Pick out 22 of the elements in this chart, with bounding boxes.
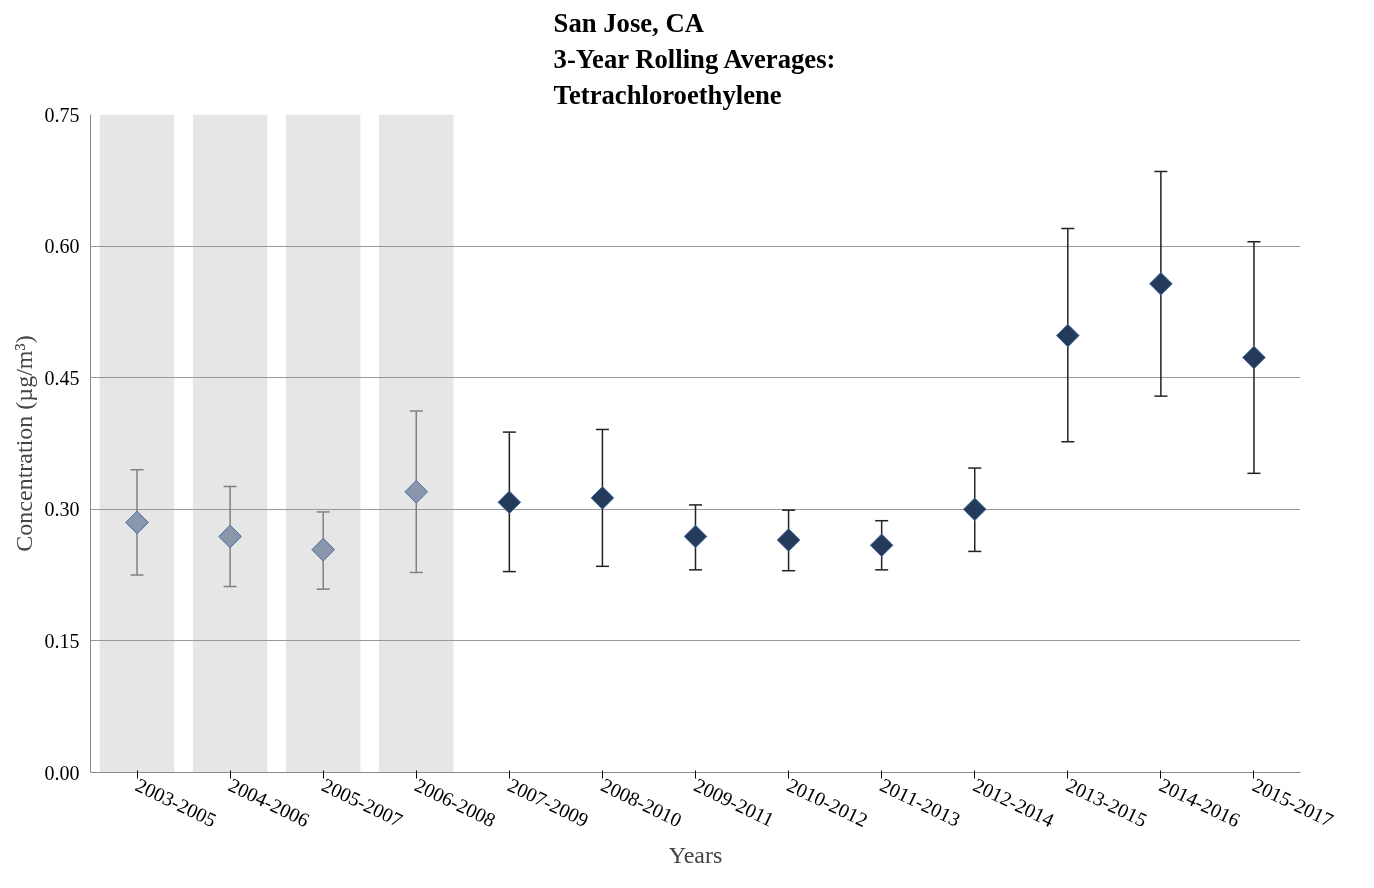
y-tick-label: 0.30	[44, 498, 80, 521]
y-tick-label: 0.15	[44, 629, 80, 652]
point	[776, 528, 801, 552]
point	[1055, 323, 1080, 348]
y-tick-label: 0.45	[44, 366, 80, 389]
point	[1242, 345, 1266, 370]
point	[1149, 272, 1173, 296]
point	[125, 510, 149, 535]
point	[590, 486, 615, 510]
point	[497, 490, 522, 515]
point	[869, 533, 894, 558]
y-axis-title: Concentration (µg/m³)	[10, 335, 37, 552]
x-axis-title: Years	[668, 841, 723, 868]
point	[962, 497, 987, 522]
point	[218, 524, 242, 549]
y-tick-label: 0.00	[44, 761, 80, 784]
y-tick-label: 0.75	[44, 103, 80, 126]
point	[683, 524, 708, 549]
y-tick-label: 0.60	[44, 235, 80, 258]
chart-title: San Jose, CA 3-Year Rolling Averages: Tetrachloroethylene	[553, 7, 836, 110]
point	[311, 537, 336, 562]
point	[404, 479, 429, 504]
